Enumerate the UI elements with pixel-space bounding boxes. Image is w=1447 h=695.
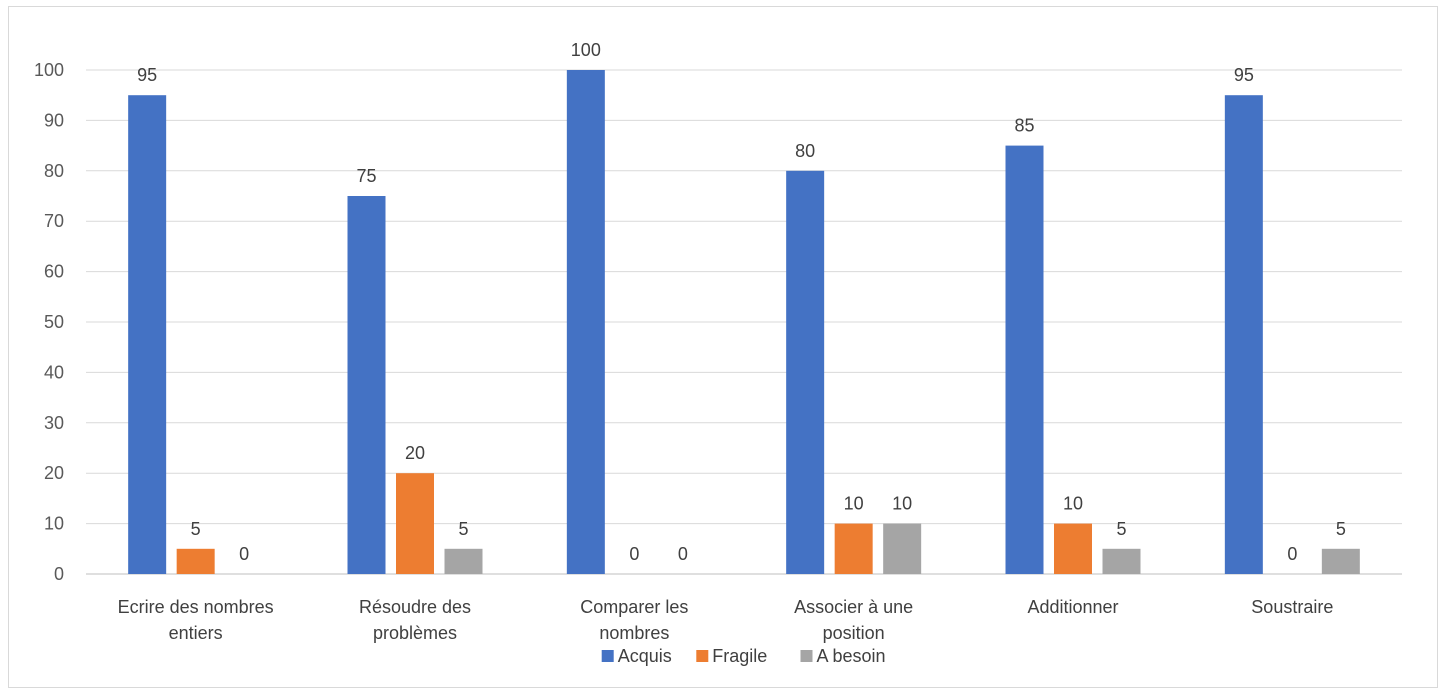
y-tick-label: 50 <box>44 312 64 332</box>
bar <box>1005 145 1044 574</box>
data-label: 100 <box>571 40 601 60</box>
data-label: 0 <box>629 544 639 564</box>
data-label: 0 <box>678 544 688 564</box>
bar <box>1102 548 1141 574</box>
x-tick-label: nombres <box>599 623 669 643</box>
x-tick-label: Additionner <box>1027 597 1118 617</box>
x-tick-label: Ecrire des nombres <box>118 597 274 617</box>
bar <box>1054 523 1092 574</box>
data-label: 5 <box>1336 519 1346 539</box>
bar <box>883 523 922 574</box>
bar <box>128 95 167 574</box>
data-label: 5 <box>458 519 468 539</box>
bar <box>1321 548 1360 574</box>
x-tick-label: Soustraire <box>1251 597 1333 617</box>
y-tick-label: 60 <box>44 262 64 282</box>
legend-label: Fragile <box>712 646 767 666</box>
x-tick-label: Résoudre des <box>359 597 471 617</box>
bar <box>834 523 873 574</box>
y-tick-label: 80 <box>44 161 64 181</box>
y-tick-label: 10 <box>44 514 64 534</box>
x-tick-label: entiers <box>169 623 223 643</box>
data-label: 5 <box>191 519 201 539</box>
bar <box>1224 95 1263 574</box>
y-tick-label: 40 <box>44 362 64 382</box>
data-label: 95 <box>1234 65 1254 85</box>
legend-swatch <box>696 650 709 662</box>
data-label: 20 <box>405 443 425 463</box>
data-label: 80 <box>795 141 815 161</box>
y-tick-label: 0 <box>54 564 64 584</box>
legend-label: Acquis <box>618 646 672 666</box>
x-tick-label: position <box>823 623 885 643</box>
data-label: 10 <box>1063 494 1083 514</box>
y-tick-label: 90 <box>44 110 64 130</box>
bar <box>347 196 386 574</box>
legend-swatch <box>601 650 614 662</box>
data-label: 75 <box>356 166 376 186</box>
x-tick-label: problèmes <box>373 623 457 643</box>
y-tick-label: 30 <box>44 413 64 433</box>
data-label: 10 <box>892 494 912 514</box>
data-label: 85 <box>1014 116 1034 136</box>
bar <box>444 548 483 574</box>
bar <box>396 473 434 574</box>
x-tick-label: Comparer les <box>580 597 688 617</box>
data-label: 0 <box>239 544 249 564</box>
bar <box>176 548 215 574</box>
data-label: 0 <box>1287 544 1297 564</box>
legend-label: A besoin <box>817 646 886 666</box>
legend-swatch <box>800 650 813 662</box>
y-tick-label: 100 <box>34 60 64 80</box>
y-tick-label: 20 <box>44 463 64 483</box>
data-label: 5 <box>1116 519 1126 539</box>
data-label: 95 <box>137 65 157 85</box>
y-tick-label: 70 <box>44 211 64 231</box>
x-tick-label: Associer à une <box>794 597 913 617</box>
bar <box>786 170 825 575</box>
data-label: 10 <box>844 494 864 514</box>
bar <box>566 70 605 574</box>
